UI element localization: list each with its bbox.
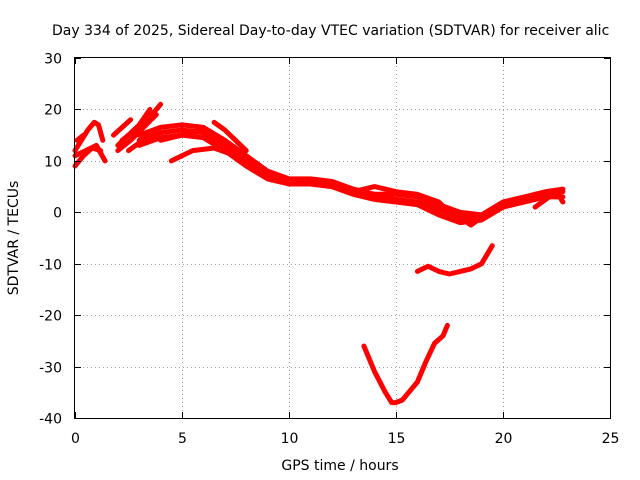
y-tick-label: -20 [39, 309, 62, 325]
y-tick-label: 30 [44, 52, 62, 68]
x-tick-label: 5 [178, 431, 187, 447]
y-tick-labels: -40 -30 -20 -10 0 10 20 30 [39, 52, 62, 428]
y-tick-label: -30 [39, 361, 62, 377]
y-tick-label: -40 [39, 412, 62, 428]
series-arc-1 [72, 119, 106, 154]
x-tick-label: 15 [388, 431, 406, 447]
plot-frame [74, 57, 611, 419]
y-tick-label: -10 [39, 258, 62, 274]
y-tick-label: 20 [44, 103, 62, 119]
x-tick-label: 0 [71, 431, 80, 447]
series-arc-3 [72, 142, 108, 164]
series-arc-8 [119, 101, 164, 143]
series-arc-4 [74, 132, 87, 143]
series-arc-15 [211, 119, 249, 154]
data-series [72, 101, 566, 406]
series-arc-18 [414, 243, 495, 277]
x-tick-label: 10 [281, 431, 299, 447]
y-tick-label: 10 [44, 155, 62, 171]
y-axis-label: SDTVAR / TECUs [6, 181, 22, 296]
series-arc-16 [350, 184, 506, 228]
x-tick-label: 25 [602, 431, 620, 447]
grid-lines [75, 58, 610, 418]
y-tick-label: 0 [53, 206, 62, 222]
series-arc-19 [361, 322, 450, 406]
series-arc-14 [168, 145, 260, 174]
x-tick-labels: 0 5 10 15 20 25 [71, 431, 619, 447]
axis-ticks [75, 58, 611, 419]
x-axis-label: GPS time / hours [281, 458, 398, 474]
series-arc-17 [532, 189, 566, 210]
x-tick-label: 20 [495, 431, 513, 447]
series-arc-5 [111, 117, 134, 138]
chart-title: Day 334 of 2025, Sidereal Day-to-day VTE… [52, 23, 609, 39]
